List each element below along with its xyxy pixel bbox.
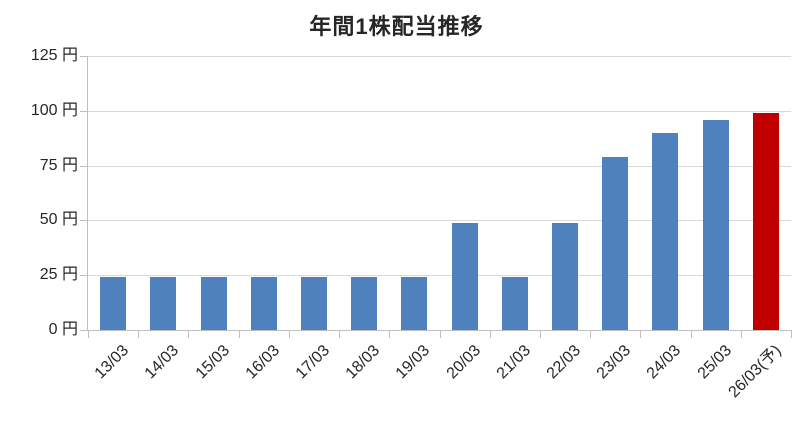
x-axis-label: 17/03 [292, 342, 333, 383]
x-axis-tick [389, 331, 390, 338]
bar [652, 132, 679, 330]
forecast-bar [752, 113, 779, 330]
x-axis-label: 26/03(予) [725, 342, 785, 402]
bar [702, 119, 729, 330]
x-axis-label: 25/03 [694, 342, 735, 383]
y-axis-tick [80, 275, 87, 276]
plot-area [88, 56, 791, 330]
x-axis-tick [691, 331, 692, 338]
bar [602, 156, 629, 330]
x-axis-label: 19/03 [393, 342, 434, 383]
chart-title: 年間1株配当推移 [309, 14, 484, 39]
gridline [88, 165, 791, 167]
gridline [88, 110, 791, 112]
y-axis-line [87, 56, 88, 331]
bar [451, 222, 478, 330]
x-axis-label: 21/03 [493, 342, 534, 383]
x-axis-label: 14/03 [142, 342, 183, 383]
bar [401, 277, 428, 330]
bar [501, 277, 528, 330]
y-axis-label: 50 円 [39, 211, 78, 228]
x-axis-label: 22/03 [543, 342, 585, 383]
x-axis-label: 13/03 [91, 342, 133, 383]
x-axis-label: 18/03 [342, 342, 384, 383]
y-axis-tick [80, 330, 87, 331]
bar [150, 277, 177, 330]
bar [200, 277, 227, 330]
bar [552, 222, 579, 330]
x-axis-line [82, 330, 792, 331]
x-axis-tick [640, 331, 641, 338]
y-axis-label: 125 円 [30, 47, 78, 64]
x-axis-tick [440, 331, 441, 338]
y-axis-tick [80, 166, 87, 167]
x-axis-tick [239, 331, 240, 338]
bar [300, 277, 327, 330]
x-axis-tick [188, 331, 189, 338]
x-axis-label: 20/03 [443, 342, 484, 383]
x-axis-tick [289, 331, 290, 338]
y-axis-tick [80, 220, 87, 221]
y-axis-label: 0 円 [48, 321, 78, 338]
x-axis-label: 23/03 [593, 342, 635, 383]
x-axis-tick [590, 331, 591, 338]
y-axis-label: 75 円 [39, 157, 78, 174]
bar [351, 277, 378, 330]
x-axis-tick [741, 331, 742, 338]
x-axis-tick [138, 331, 139, 338]
bar [250, 277, 277, 330]
y-axis-tick [80, 56, 87, 57]
x-axis-label: 16/03 [242, 342, 283, 383]
x-axis-tick [540, 331, 541, 338]
gridline [88, 220, 791, 222]
bar [100, 277, 127, 330]
x-axis-tick [791, 331, 792, 338]
x-axis-tick [490, 331, 491, 338]
gridline [88, 56, 791, 57]
y-axis-label: 100 円 [30, 102, 78, 119]
x-axis-label: 24/03 [644, 342, 685, 383]
x-axis-tick [88, 331, 89, 338]
x-axis-tick [339, 331, 340, 338]
gridline [88, 275, 791, 277]
x-axis-label: 15/03 [192, 342, 233, 383]
y-axis-tick [80, 111, 87, 112]
y-axis-label: 25 円 [39, 266, 78, 283]
